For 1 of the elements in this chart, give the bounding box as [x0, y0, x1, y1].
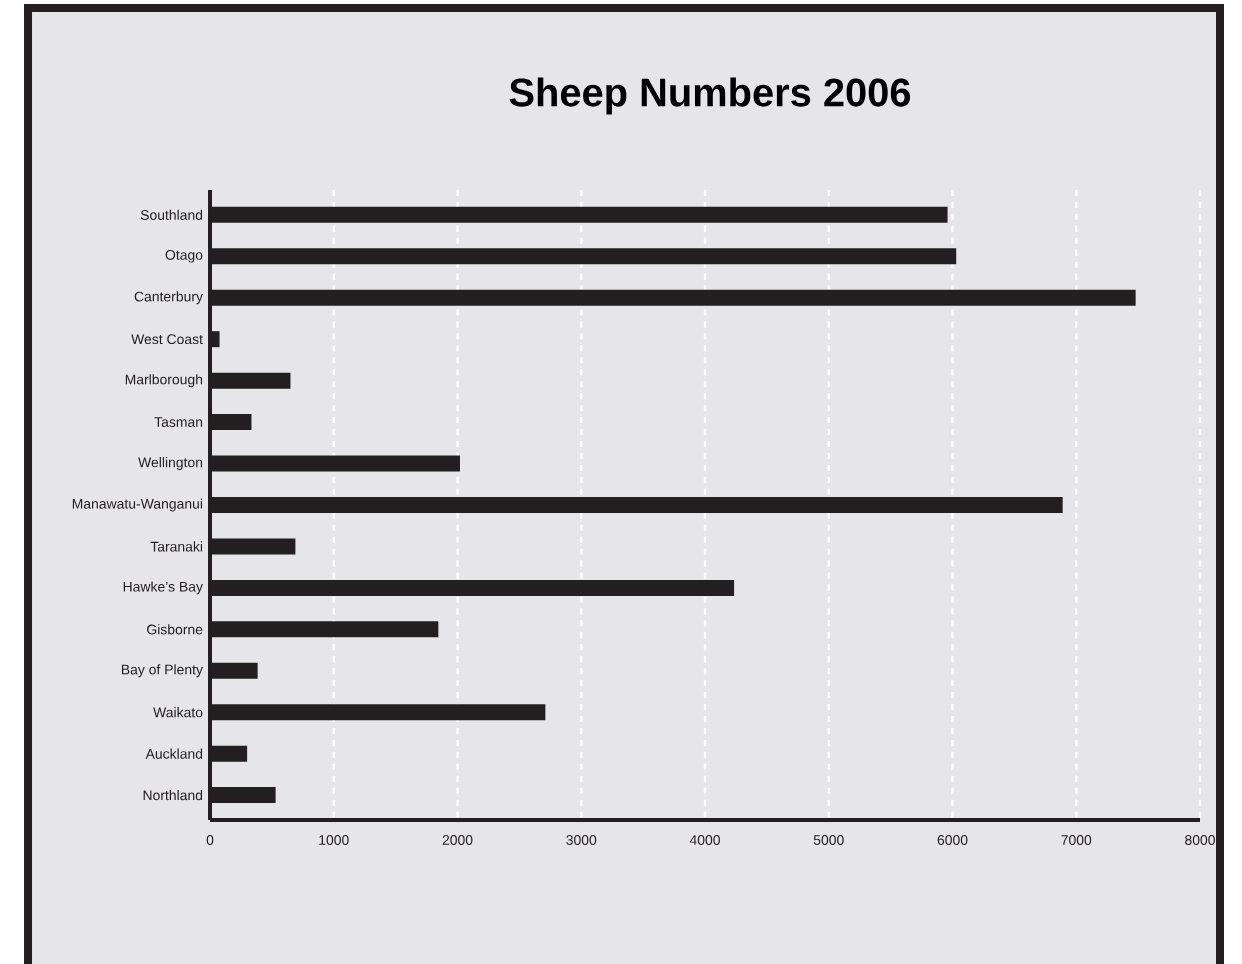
- chart-title: Sheep Numbers 2006: [509, 77, 911, 115]
